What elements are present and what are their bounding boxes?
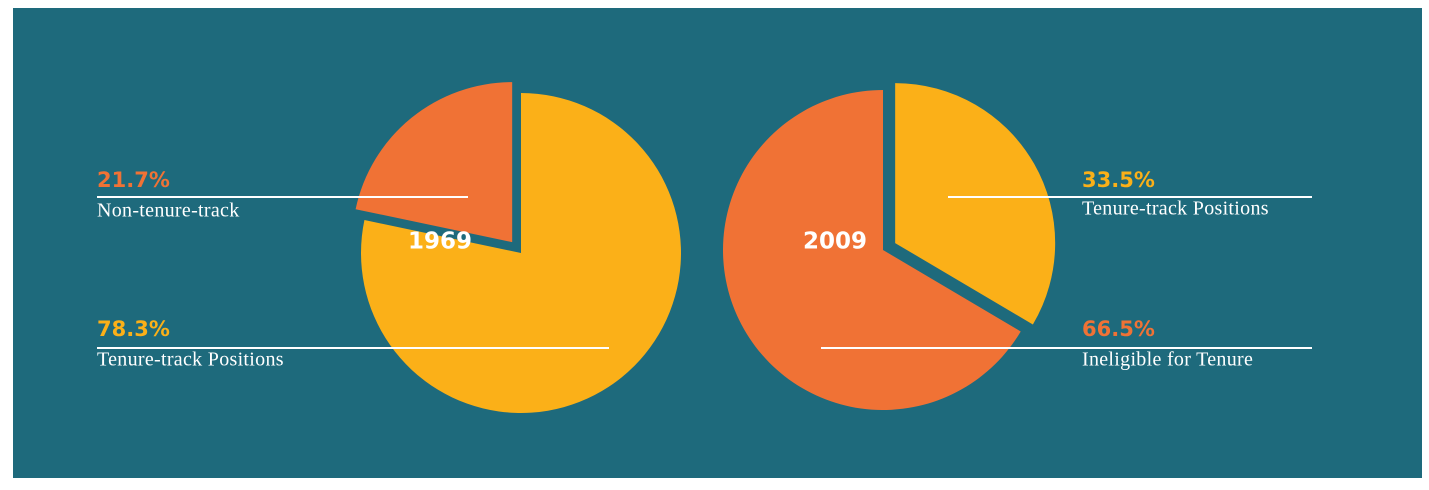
value-label: 21.7% xyxy=(97,168,170,192)
pie-slice xyxy=(361,93,682,413)
pie-center-label: 2009 xyxy=(803,229,867,255)
background xyxy=(13,8,1422,478)
pie-slice xyxy=(723,90,1021,410)
value-label: 33.5% xyxy=(1082,168,1155,192)
legend-label: Tenure-track Positions xyxy=(1082,198,1269,220)
pie-slice xyxy=(355,82,513,243)
legend-label: Non-tenure-track xyxy=(97,200,240,222)
pie-slice xyxy=(895,83,1056,325)
legend-label: Tenure-track Positions xyxy=(97,349,284,371)
value-label: 66.5% xyxy=(1082,317,1155,341)
value-label: 78.3% xyxy=(97,317,170,341)
pie-center-label: 1969 xyxy=(408,229,472,255)
legend-label: Ineligible for Tenure xyxy=(1082,349,1253,371)
